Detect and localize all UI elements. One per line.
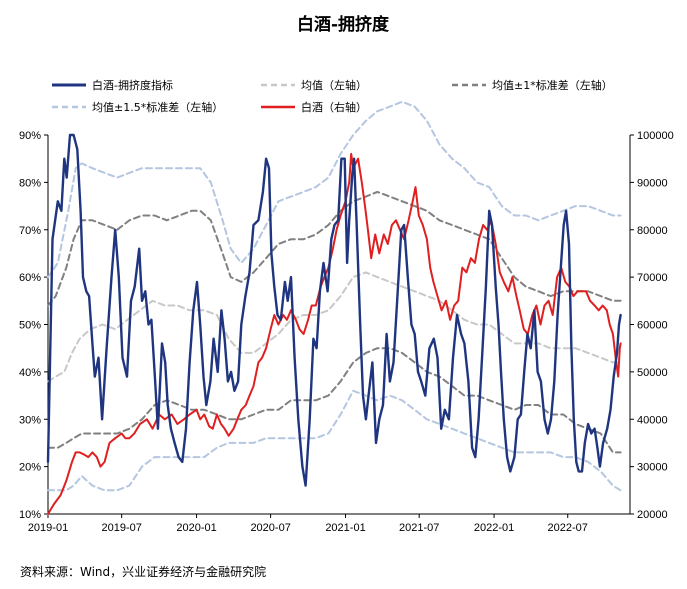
right-tick-label: 40000: [637, 414, 668, 426]
series-line-2: [47, 190, 622, 307]
x-tick-label: 2021-07: [399, 522, 439, 534]
left-tick-label: 10%: [19, 509, 41, 521]
left-tick-label: 70%: [19, 225, 41, 237]
series-line-0: [46, 133, 622, 487]
axes: 10% 20% 30% 40% 50% 60% 70% 80% 90% 20000 30000 400…: [19, 130, 674, 534]
x-tick-label: 2020-07: [250, 522, 290, 534]
right-tick-label: 50000: [637, 367, 668, 379]
series-line-4: [47, 100, 622, 279]
series-line-5: [47, 389, 622, 492]
legend-label: 均值±1*标准差（左轴）: [492, 78, 613, 92]
series-line-6: [47, 152, 622, 515]
x-tick-label: 2021-01: [325, 522, 365, 534]
x-tick-label: 2022-07: [548, 522, 588, 534]
series-line-3: [47, 347, 622, 454]
left-tick-label: 40%: [19, 367, 41, 379]
right-tick-label: 60000: [637, 320, 668, 332]
right-tick-label: 90000: [637, 177, 668, 189]
right-tick-label: 20000: [637, 509, 668, 521]
x-tick-label: 2022-01: [474, 522, 514, 534]
right-tick-label: 30000: [637, 462, 668, 474]
series-group: [46, 100, 622, 515]
left-tick-label: 20%: [19, 462, 41, 474]
right-tick-label: 70000: [637, 272, 668, 284]
left-tick-label: 80%: [19, 177, 41, 189]
x-tick-label: 2019-01: [28, 522, 68, 534]
chart-title: 白酒-拥挤度: [297, 14, 390, 35]
legend-label: 均值±1.5*标准差（左轴）: [92, 100, 223, 114]
right-tick-label: 80000: [637, 225, 668, 237]
x-tick-label: 2020-01: [176, 522, 216, 534]
left-tick-label: 60%: [19, 272, 41, 284]
left-tick-label: 50%: [19, 320, 41, 332]
source-note: 资料来源：Wind，兴业证券经济与金融研究院: [20, 564, 266, 579]
legend-label: 白酒（右轴）: [301, 100, 367, 114]
legend-label: 均值（左轴）: [301, 78, 367, 92]
legend-label: 白酒-拥挤度指标: [92, 78, 173, 92]
left-tick-label: 90%: [19, 130, 41, 142]
left-tick-label: 30%: [19, 414, 41, 426]
right-tick-label: 100000: [637, 130, 674, 142]
legend: 白酒-拥挤度指标 均值（左轴） 均值±1*标准差（左轴） 均值±1.5*标准差（左轴）…: [52, 78, 613, 114]
x-tick-label: 2019-07: [101, 522, 141, 534]
